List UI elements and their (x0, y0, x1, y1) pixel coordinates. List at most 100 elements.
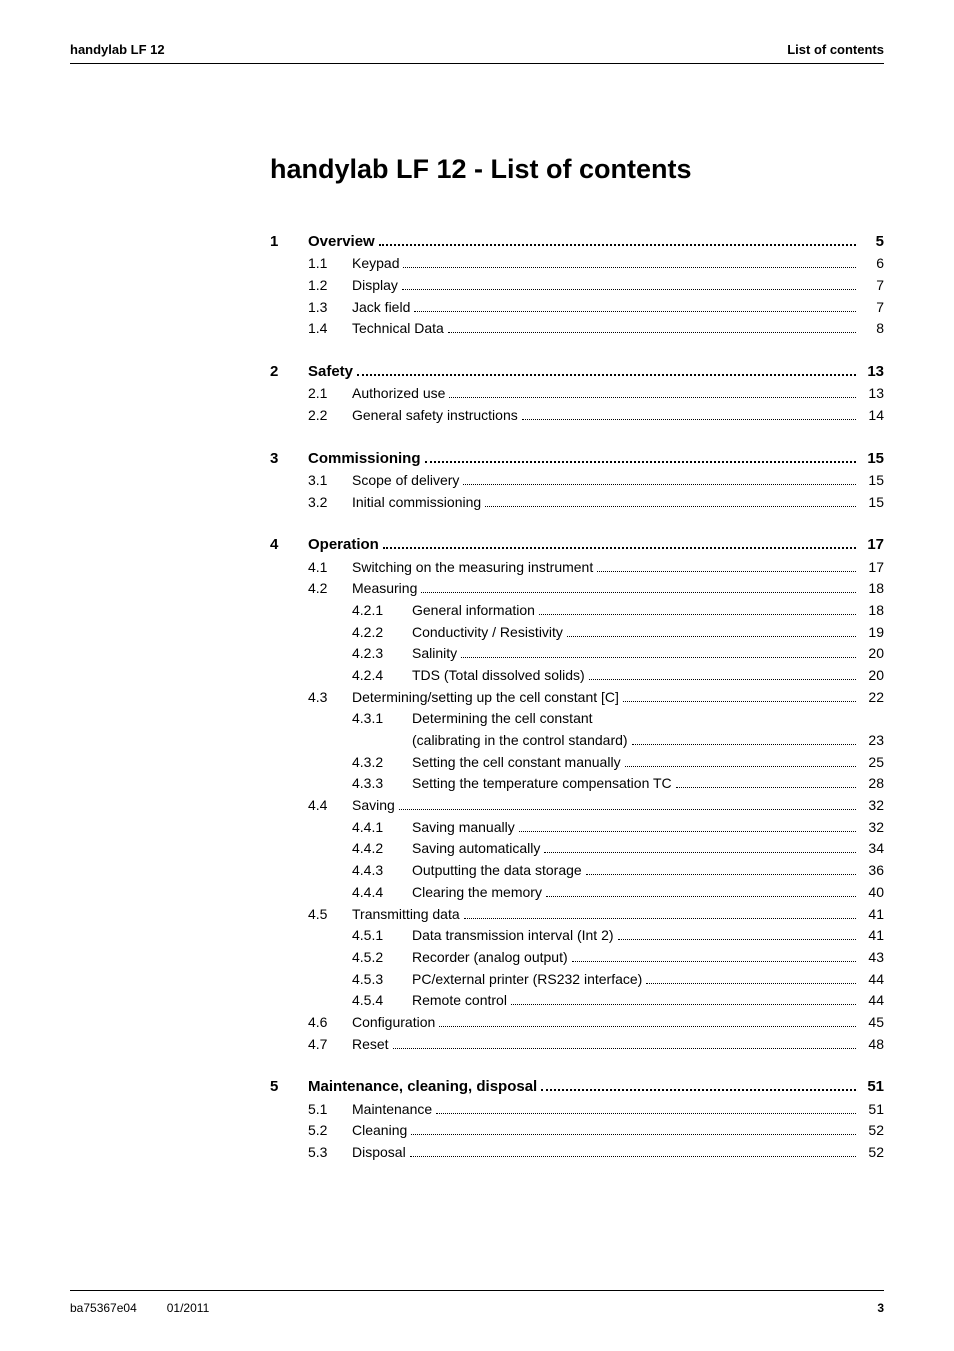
toc-num: 1 (270, 230, 308, 253)
toc-subsection-wrap: 4.3.2Setting the cell constant manually2… (270, 752, 884, 774)
toc-num: 5 (270, 1075, 308, 1098)
toc-page: 22 (860, 687, 884, 709)
footer-content: ba75367e04 01/2011 3 (0, 1301, 954, 1315)
toc-section-wrap: 3.1Scope of delivery15 (270, 470, 884, 492)
toc-section-wrap: 4.1Switching on the measuring instrument… (270, 557, 884, 579)
toc-chapter-block: 5Maintenance, cleaning, disposal515.1Mai… (270, 1075, 884, 1163)
toc-num: 5.1 (308, 1099, 352, 1121)
toc-label: Recorder (analog output) (412, 947, 568, 969)
toc-page: 52 (860, 1120, 884, 1142)
toc-num: 4.1 (308, 557, 352, 579)
toc-leader (410, 1156, 856, 1157)
toc-section-wrap: 4.6Configuration45 (270, 1012, 884, 1034)
toc-section-wrap: 1.3Jack field7 (270, 297, 884, 319)
toc-label: Disposal (352, 1142, 406, 1164)
header-right: List of contents (787, 42, 884, 57)
toc-leader (402, 289, 856, 290)
toc-num: 4.2.1 (352, 600, 412, 622)
toc-leader (411, 1134, 856, 1135)
toc-leader (572, 961, 856, 962)
toc-leader (567, 636, 856, 637)
toc-num: 4.5 (308, 904, 352, 926)
toc-leader (485, 506, 856, 507)
toc-label: Data transmission interval (Int 2) (412, 925, 614, 947)
toc-section-wrap: 2.1Authorized use13 (270, 383, 884, 405)
toc-label: Saving manually (412, 817, 515, 839)
toc-num: 4.5.4 (352, 990, 412, 1012)
toc-num: 3.2 (308, 492, 352, 514)
toc-page: 32 (860, 817, 884, 839)
toc-row: 4.2.4TDS (Total dissolved solids)20 (352, 665, 884, 687)
toc-label: Switching on the measuring instrument (352, 557, 593, 579)
toc-label: Safety (308, 360, 353, 383)
toc-leader (464, 918, 856, 919)
toc-row: 1.2Display7 (308, 275, 884, 297)
toc-label: Overview (308, 230, 375, 253)
toc-leader (511, 1004, 856, 1005)
toc-subsection-wrap: 4.3.1Determining the cell constant(calib… (270, 708, 884, 751)
toc-container: 1Overview51.1Keypad61.2Display71.3Jack f… (270, 230, 884, 1164)
toc-leader (632, 744, 856, 745)
toc-subsection-wrap: 4.2.1General information18 (270, 600, 884, 622)
toc-section-wrap: 4.4Saving32 (270, 795, 884, 817)
toc-label: Maintenance (352, 1099, 432, 1121)
toc-subsection-wrap: 4.4.4Clearing the memory40 (270, 882, 884, 904)
toc-page: 18 (860, 578, 884, 600)
toc-num: 4.2 (308, 578, 352, 600)
toc-subsection-wrap: 4.5.2Recorder (analog output)43 (270, 947, 884, 969)
toc-page: 8 (860, 318, 884, 340)
toc-leader (546, 896, 856, 897)
toc-label: Configuration (352, 1012, 435, 1034)
toc-leader (676, 787, 856, 788)
toc-leader (618, 939, 856, 940)
toc-row: 4.5.1Data transmission interval (Int 2)4… (352, 925, 884, 947)
toc-leader (461, 657, 856, 658)
toc-label: Determining/setting up the cell constant… (352, 687, 619, 709)
toc-leader (589, 679, 856, 680)
toc-label: General safety instructions (352, 405, 518, 427)
toc-leader (425, 461, 856, 463)
toc-section-wrap: 1.4Technical Data8 (270, 318, 884, 340)
toc-subsection-wrap: 4.5.1Data transmission interval (Int 2)4… (270, 925, 884, 947)
toc-label: Display (352, 275, 398, 297)
toc-label: (calibrating in the control standard) (412, 730, 628, 752)
toc-label: Operation (308, 533, 379, 556)
toc-num: 4.4.2 (352, 838, 412, 860)
toc-leader (646, 983, 856, 984)
toc-row: 4.5.4Remote control44 (352, 990, 884, 1012)
toc-section-wrap: 3.2Initial commissioning 15 (270, 492, 884, 514)
toc-page: 41 (860, 904, 884, 926)
toc-row: 5.3Disposal52 (308, 1142, 884, 1164)
toc-page: 20 (860, 643, 884, 665)
toc-page: 44 (860, 990, 884, 1012)
toc-num: 4.4.1 (352, 817, 412, 839)
toc-label: Setting the temperature compensation TC (412, 773, 672, 795)
toc-page: 13 (860, 383, 884, 405)
toc-row: 1Overview5 (270, 230, 884, 253)
toc-row: 4.1Switching on the measuring instrument… (308, 557, 884, 579)
footer-divider (70, 1290, 884, 1291)
toc-row: 4.2Measuring18 (308, 578, 884, 600)
toc-row: 4.5Transmitting data41 (308, 904, 884, 926)
toc-num: 4.3.1 (352, 708, 412, 730)
toc-title: handylab LF 12 - List of contents (270, 154, 884, 185)
toc-label: Scope of delivery (352, 470, 459, 492)
toc-label: Saving (352, 795, 395, 817)
toc-page: 17 (860, 557, 884, 579)
toc-label: Initial commissioning (352, 492, 481, 514)
toc-page: 6 (860, 253, 884, 275)
toc-row: 2.1Authorized use13 (308, 383, 884, 405)
toc-page: 15 (860, 492, 884, 514)
toc-num: 1.4 (308, 318, 352, 340)
toc-section-wrap: 4.3Determining/setting up the cell const… (270, 687, 884, 709)
toc-label: Keypad (352, 253, 399, 275)
footer-page-number: 3 (877, 1301, 884, 1315)
toc-row: 4.7Reset48 (308, 1034, 884, 1056)
toc-chapter-block: 1Overview51.1Keypad61.2Display71.3Jack f… (270, 230, 884, 340)
toc-page: 51 (860, 1099, 884, 1121)
toc-page: 20 (860, 665, 884, 687)
toc-chapter-block: 2Safety132.1Authorized use132.2General s… (270, 360, 884, 427)
toc-page: 36 (860, 860, 884, 882)
toc-row: 4.5.2Recorder (analog output)43 (352, 947, 884, 969)
toc-page: 40 (860, 882, 884, 904)
